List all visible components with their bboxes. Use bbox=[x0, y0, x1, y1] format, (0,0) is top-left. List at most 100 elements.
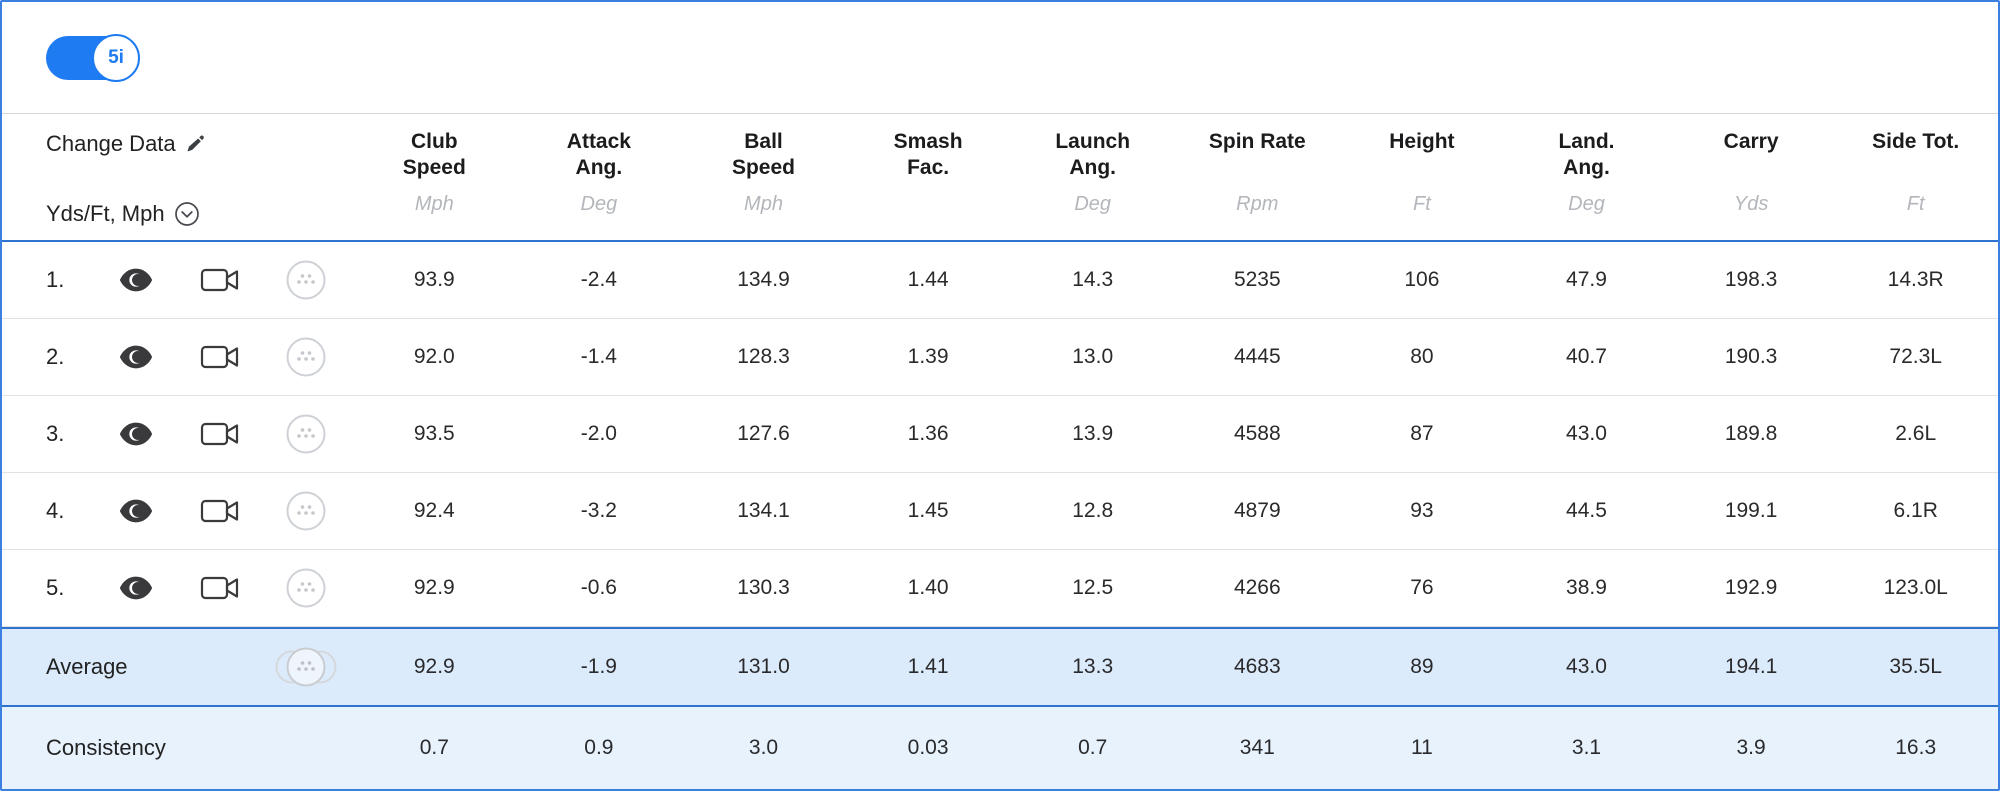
cell-ball-speed: 128.3 bbox=[737, 345, 790, 368]
unit-label: Deg bbox=[580, 193, 618, 215]
edit-pencil-icon[interactable] bbox=[185, 134, 206, 155]
change-data-control[interactable]: Change Data bbox=[46, 131, 352, 157]
ball-group-icon[interactable] bbox=[264, 644, 348, 690]
cell-side-tot: 123.0L bbox=[1883, 576, 1948, 599]
cell-club-speed: 92.4 bbox=[413, 499, 455, 522]
average-row: Average 92.9 -1.9 131.0 1.41 13.3 4683 8… bbox=[2, 627, 1998, 707]
column-header-height: Height Ft bbox=[1389, 130, 1455, 215]
cell-club-speed: 92.0 bbox=[413, 345, 455, 368]
unit-label: Deg bbox=[1074, 193, 1112, 215]
golf-ball-icon[interactable] bbox=[264, 413, 348, 455]
cell-launch-ang: 13.9 bbox=[1072, 422, 1114, 445]
cell-land-ang: 44.5 bbox=[1566, 499, 1607, 522]
cell-side-tot: 35.5L bbox=[1889, 655, 1942, 678]
cell-club-speed: 0.7 bbox=[419, 736, 449, 759]
unit-label: Mph bbox=[414, 193, 454, 215]
eye-icon[interactable] bbox=[96, 499, 176, 523]
cell-spin-rate: 4683 bbox=[1233, 655, 1281, 678]
shot-number: 2. bbox=[46, 344, 65, 369]
unit-label: Rpm bbox=[1236, 193, 1279, 215]
cell-smash-fac: 1.41 bbox=[907, 655, 949, 678]
unit-label: Mph bbox=[744, 193, 783, 215]
table-row: 1. 93.9 -2.4 134.9 1.44 14.3 5235 106 47… bbox=[2, 242, 1998, 319]
eye-icon[interactable] bbox=[96, 268, 176, 292]
cell-club-speed: 93.9 bbox=[413, 268, 455, 291]
cell-club-speed: 92.9 bbox=[413, 576, 455, 599]
cell-launch-ang: 14.3 bbox=[1072, 268, 1114, 291]
column-header-land-ang: Land. Ang. Deg bbox=[1558, 130, 1615, 215]
cell-smash-fac: 1.45 bbox=[907, 499, 949, 522]
units-selector[interactable]: Yds/Ft, Mph bbox=[46, 201, 352, 227]
shot-number: 3. bbox=[46, 421, 65, 446]
column-header-club-speed: Club Speed Mph bbox=[402, 130, 466, 215]
cell-side-tot: 14.3R bbox=[1887, 268, 1944, 291]
table-row: 5. 92.9 -0.6 130.3 1.40 12.5 4266 76 38.… bbox=[2, 550, 1998, 627]
eye-icon[interactable] bbox=[96, 576, 176, 600]
cell-launch-ang: 13.0 bbox=[1072, 345, 1114, 368]
cell-ball-speed: 134.1 bbox=[737, 499, 790, 522]
cell-attack-ang: -3.2 bbox=[580, 499, 617, 522]
toolbar: 5i bbox=[2, 2, 1998, 114]
golf-ball-icon[interactable] bbox=[264, 336, 348, 378]
golf-ball-icon[interactable] bbox=[264, 567, 348, 609]
cell-attack-ang: -0.6 bbox=[580, 576, 617, 599]
cell-height: 80 bbox=[1410, 345, 1434, 368]
cell-attack-ang: -2.0 bbox=[580, 422, 617, 445]
cell-smash-fac: 1.36 bbox=[907, 422, 949, 445]
video-camera-icon[interactable] bbox=[176, 574, 264, 602]
video-camera-icon[interactable] bbox=[176, 343, 264, 371]
cell-carry: 192.9 bbox=[1724, 576, 1778, 599]
cell-land-ang: 43.0 bbox=[1566, 422, 1607, 445]
cell-side-tot: 72.3L bbox=[1889, 345, 1942, 368]
column-header-carry: Carry Yds bbox=[1723, 130, 1779, 215]
table-row: 3. 93.5 -2.0 127.6 1.36 13.9 4588 87 43.… bbox=[2, 396, 1998, 473]
cell-spin-rate: 5235 bbox=[1233, 268, 1281, 291]
club-toggle-knob[interactable]: 5i bbox=[92, 33, 140, 82]
change-data-label: Change Data bbox=[46, 131, 176, 156]
video-camera-icon[interactable] bbox=[176, 266, 264, 294]
cell-ball-speed: 130.3 bbox=[737, 576, 790, 599]
column-header-attack-ang: Attack Ang. Deg bbox=[566, 130, 631, 215]
eye-icon[interactable] bbox=[96, 345, 176, 369]
cell-carry: 198.3 bbox=[1724, 268, 1778, 291]
club-toggle[interactable]: 5i bbox=[46, 33, 140, 82]
eye-icon[interactable] bbox=[96, 422, 176, 446]
cell-spin-rate: 4445 bbox=[1233, 345, 1281, 368]
golf-ball-icon[interactable] bbox=[264, 490, 348, 532]
average-label: Average bbox=[46, 654, 128, 679]
cell-launch-ang: 12.8 bbox=[1072, 499, 1114, 522]
cell-carry: 199.1 bbox=[1724, 499, 1778, 522]
video-camera-icon[interactable] bbox=[176, 420, 264, 448]
consistency-label: Consistency bbox=[46, 735, 166, 760]
cell-land-ang: 40.7 bbox=[1566, 345, 1607, 368]
unit-label: Deg bbox=[1568, 193, 1605, 215]
consistency-row: Consistency 0.7 0.9 3.0 0.03 0.7 341 11 … bbox=[2, 707, 1998, 789]
golf-ball-icon[interactable] bbox=[264, 259, 348, 301]
club-label: 5i bbox=[108, 46, 124, 68]
cell-land-ang: 38.9 bbox=[1566, 576, 1607, 599]
cell-ball-speed: 131.0 bbox=[737, 655, 790, 678]
column-header-smash-fac: Smash Fac. bbox=[893, 130, 963, 179]
cell-carry: 194.1 bbox=[1724, 655, 1778, 678]
column-header-side-tot: Side Tot. Ft bbox=[1872, 130, 1960, 215]
cell-spin-rate: 4879 bbox=[1233, 499, 1281, 522]
cell-ball-speed: 3.0 bbox=[748, 736, 779, 759]
cell-height: 89 bbox=[1410, 655, 1434, 678]
cell-smash-fac: 1.44 bbox=[907, 268, 949, 291]
column-header-launch-ang: Launch Ang. Deg bbox=[1055, 130, 1131, 215]
cell-attack-ang: -1.9 bbox=[580, 655, 617, 678]
cell-smash-fac: 1.40 bbox=[907, 576, 949, 599]
cell-launch-ang: 12.5 bbox=[1072, 576, 1114, 599]
unit-label: Yds bbox=[1733, 193, 1769, 215]
cell-carry: 3.9 bbox=[1736, 736, 1766, 759]
cell-height: 106 bbox=[1404, 268, 1440, 291]
column-header-spin-rate: Spin Rate Rpm bbox=[1208, 130, 1306, 215]
cell-attack-ang: 0.9 bbox=[584, 736, 614, 759]
cell-attack-ang: -1.4 bbox=[580, 345, 617, 368]
video-camera-icon[interactable] bbox=[176, 497, 264, 525]
cell-smash-fac: 0.03 bbox=[907, 736, 949, 759]
cell-height: 93 bbox=[1410, 499, 1434, 522]
shot-number: 1. bbox=[46, 267, 65, 292]
chevron-down-circle-icon[interactable] bbox=[174, 201, 200, 227]
table-row: 4. 92.4 -3.2 134.1 1.45 12.8 4879 93 44.… bbox=[2, 473, 1998, 550]
